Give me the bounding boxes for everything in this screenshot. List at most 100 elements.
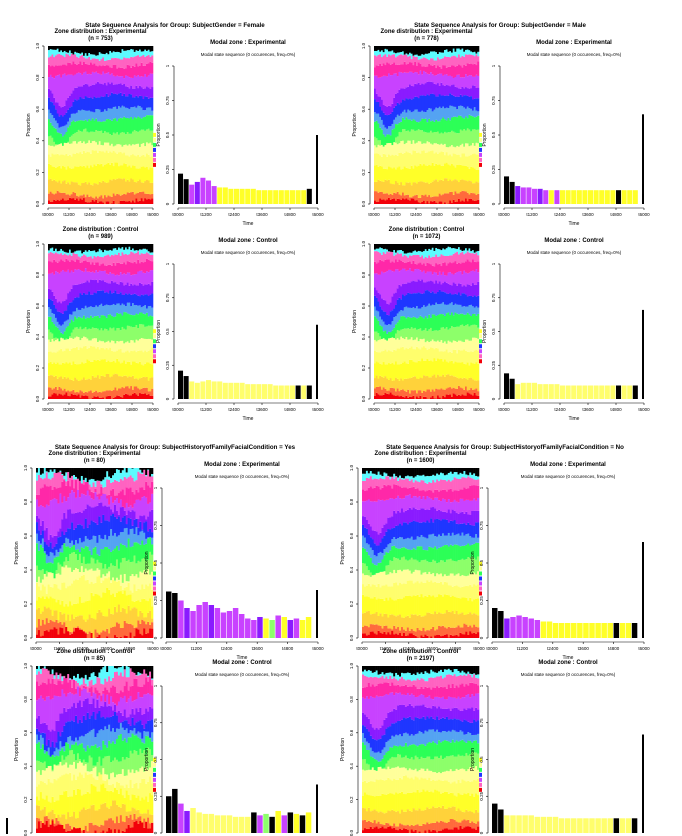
state-segment [123, 116, 126, 133]
state-segment [72, 252, 75, 261]
state-segment [456, 65, 459, 75]
state-segment [424, 306, 427, 317]
y-tick-label: 0.8 [361, 74, 366, 81]
state-segment [90, 468, 93, 479]
dist-column [452, 46, 455, 204]
state-segment [102, 539, 105, 550]
state-segment [97, 341, 100, 347]
state-segment [384, 193, 387, 201]
state-segment [104, 73, 107, 84]
dist-column [60, 46, 63, 204]
state-segment [36, 494, 39, 500]
state-segment [84, 63, 87, 72]
state-segment [384, 393, 387, 399]
state-segment [109, 314, 112, 328]
state-segment [70, 53, 73, 54]
state-segment [63, 200, 66, 204]
state-segment [442, 133, 445, 145]
state-segment [100, 201, 103, 204]
state-segment [63, 64, 66, 74]
state-segment [69, 493, 72, 510]
state-segment [65, 485, 68, 502]
state-segment [86, 251, 89, 258]
state-segment [121, 84, 124, 96]
state-segment [412, 55, 415, 66]
state-segment [53, 244, 56, 251]
state-segment [431, 396, 434, 399]
state-segment [67, 614, 70, 632]
state-segment [114, 330, 117, 344]
state-segment [437, 304, 440, 316]
state-segment [83, 363, 86, 378]
modal-bar [576, 385, 582, 399]
state-segment [421, 95, 424, 111]
state-segment [125, 194, 128, 202]
state-segment [77, 184, 80, 197]
state-segment [416, 84, 419, 97]
dist-column [130, 244, 133, 399]
state-segment [130, 192, 133, 203]
modal-bar [616, 190, 622, 204]
state-segment [477, 313, 480, 328]
state-segment [475, 315, 478, 326]
state-segment [106, 628, 109, 637]
state-segment [414, 72, 417, 84]
state-segment [96, 632, 99, 637]
state-segment [77, 364, 80, 381]
state-segment [444, 119, 447, 132]
state-segment [121, 49, 124, 60]
state-segment [396, 64, 399, 77]
state-segment [461, 77, 464, 87]
state-segment [130, 350, 133, 365]
state-segment [407, 389, 410, 398]
state-segment [111, 254, 114, 266]
state-segment [125, 50, 128, 59]
state-segment [79, 198, 82, 204]
state-segment [58, 250, 61, 255]
state-segment [463, 244, 466, 251]
state-segment [82, 602, 86, 620]
state-segment [51, 145, 54, 154]
y-tick-label: 0.75 [491, 96, 496, 105]
state-segment [447, 193, 450, 204]
dist-column [440, 46, 443, 204]
state-segment [97, 262, 100, 273]
state-segment [63, 125, 66, 135]
state-segment [91, 71, 94, 85]
state-segment [45, 596, 48, 609]
state-segment [400, 286, 403, 300]
state-segment [65, 468, 68, 473]
state-segment [116, 390, 119, 396]
modal-bar [520, 187, 526, 204]
state-segment [49, 572, 52, 587]
panel-title: Modal zone : Experimental [210, 40, 286, 46]
state-segment [67, 586, 70, 607]
state-segment [391, 394, 394, 399]
state-segment [426, 318, 429, 331]
state-segment [402, 256, 405, 262]
state-segment [407, 168, 410, 183]
state-segment [149, 115, 152, 131]
state-segment [400, 309, 403, 317]
state-segment [382, 168, 385, 182]
state-segment [137, 143, 140, 155]
state-segment [67, 606, 70, 615]
modal-bar [627, 385, 633, 399]
state-segment [381, 119, 384, 130]
state-segment [449, 86, 452, 94]
state-segment [100, 562, 103, 578]
dist-column [431, 244, 434, 399]
state-segment [139, 106, 142, 118]
state-segment [386, 364, 389, 379]
state-segment [386, 62, 389, 77]
state-segment [459, 378, 462, 388]
state-segment [100, 347, 103, 360]
state-segment [105, 244, 108, 251]
state-segment [465, 294, 468, 307]
state-segment [430, 391, 433, 398]
state-segment [437, 358, 440, 375]
state-segment [470, 304, 473, 317]
state-segment [449, 303, 452, 315]
state-segment [37, 518, 41, 531]
